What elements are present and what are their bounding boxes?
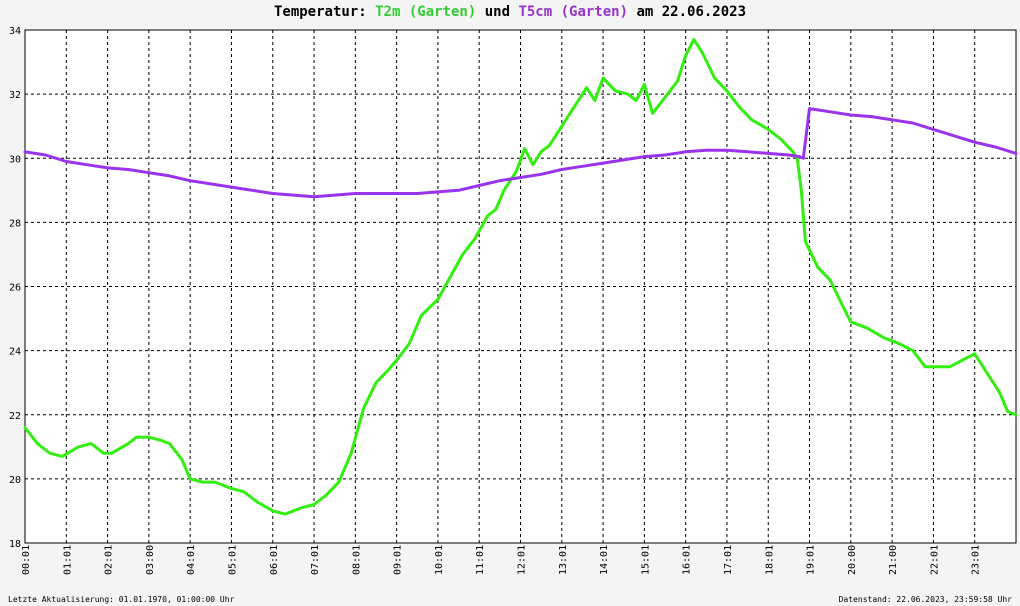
series-line-t2m [23, 38, 1018, 516]
series-line-t5cm [23, 107, 1018, 199]
x-tick-label: 06:01 [269, 545, 280, 575]
x-tick-label: 20:00 [847, 545, 858, 575]
y-tick-label: 32 [9, 90, 21, 101]
x-tick-label: 15:01 [640, 545, 651, 575]
y-axis-ticks: 18 20 22 24 26 28 30 32 34 [9, 26, 21, 550]
x-tick-label: 22:01 [929, 545, 940, 575]
title-join: und [476, 4, 519, 20]
y-tick-label: 20 [9, 475, 21, 486]
title-series-t2m: T2m (Garten) [375, 4, 477, 20]
x-tick-label: 14:01 [599, 545, 610, 575]
x-tick-label: 02:01 [104, 545, 115, 575]
x-axis-ticks: 00:01 01:01 02:01 03:00 04:01 05:01 06:01 07:01… [21, 545, 982, 575]
x-tick-label: 00:01 [21, 545, 32, 575]
x-tick-label: 01:01 [62, 545, 73, 575]
x-tick-label: 16:01 [682, 545, 693, 575]
series-lines [23, 38, 1018, 516]
x-tick-label: 18:01 [764, 545, 775, 575]
title-prefix: Temperatur: [273, 4, 376, 20]
x-tick-label: 17:01 [723, 545, 734, 575]
x-tick-label: 19:01 [806, 545, 817, 575]
last-update-text: Letzte Aktualisierung: 01.01.1970, 01:00… [8, 595, 235, 604]
y-tick-label: 18 [9, 539, 21, 550]
x-tick-label: 13:01 [558, 545, 569, 575]
x-tick-label: 04:01 [186, 545, 197, 575]
y-tick-label: 30 [9, 154, 21, 165]
y-tick-label: 22 [9, 411, 21, 422]
x-tick-label: 05:01 [227, 545, 238, 575]
y-tick-label: 26 [9, 283, 21, 294]
x-tick-label: 21:00 [888, 545, 899, 575]
x-tick-label: 12:01 [517, 545, 528, 575]
title-series-t5cm: T5cm (Garten) [518, 4, 629, 20]
x-tick-label: 09:01 [393, 545, 404, 575]
y-tick-label: 34 [9, 26, 21, 37]
x-tick-label: 23:01 [971, 545, 982, 575]
y-tick-label: 28 [9, 218, 21, 229]
x-tick-label: 07:01 [310, 545, 321, 575]
x-tick-label: 10:01 [434, 545, 445, 575]
y-tick-label: 24 [9, 347, 21, 358]
chart-title: Temperatur: T2m (Garten) und T5cm (Garte… [0, 4, 1020, 20]
title-suffix: am 22.06.2023 [628, 4, 747, 20]
x-tick-label: 08:01 [351, 545, 362, 575]
data-status-text: Datenstand: 22.06.2023, 23:59:58 Uhr [838, 595, 1012, 604]
x-tick-label: 11:01 [475, 545, 486, 575]
x-tick-label: 03:00 [145, 545, 156, 575]
